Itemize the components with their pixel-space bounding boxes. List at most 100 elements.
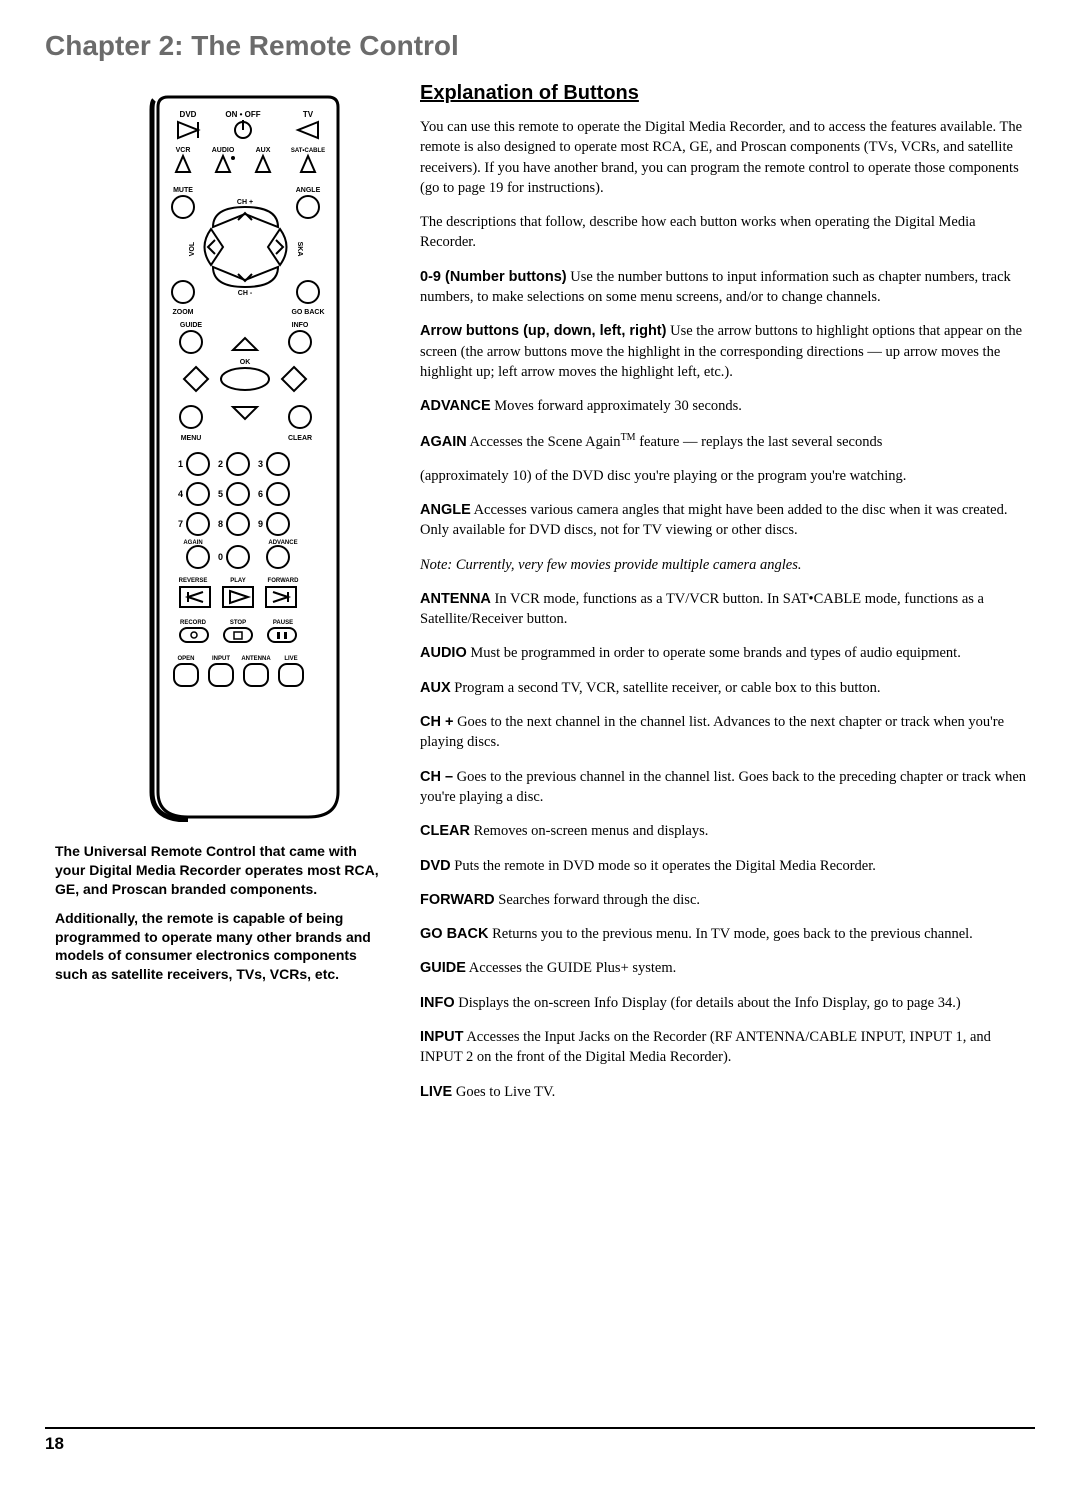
label-clear: CLEAR bbox=[287, 435, 311, 442]
def-again-1: AGAIN Accesses the Scene AgainTM feature… bbox=[420, 431, 1035, 452]
def-info: INFO Displays the on-screen Info Display… bbox=[420, 993, 1035, 1013]
chapter-title: Chapter 2: The Remote Control bbox=[45, 30, 1035, 62]
intro-para-2: The descriptions that follow, describe h… bbox=[420, 212, 1035, 253]
label-open: OPEN bbox=[177, 656, 194, 662]
label-advance: ADVANCE bbox=[268, 540, 297, 546]
term-advance: ADVANCE bbox=[420, 398, 491, 414]
term-forward: FORWARD bbox=[420, 892, 495, 908]
term-input: INPUT bbox=[420, 1029, 464, 1045]
term-audio: AUDIO bbox=[420, 645, 467, 661]
remote-caption: The Universal Remote Control that came w… bbox=[55, 842, 390, 984]
label-satcable: SAT•CABLE bbox=[290, 148, 324, 154]
text-live: Goes to Live TV. bbox=[452, 1084, 555, 1100]
label-play: PLAY bbox=[230, 578, 245, 584]
num-3: 3 bbox=[258, 459, 263, 469]
def-angle: ANGLE Accesses various camera angles tha… bbox=[420, 500, 1035, 541]
term-chminus: CH – bbox=[420, 769, 453, 785]
term-angle: ANGLE bbox=[420, 502, 471, 518]
def-clear: CLEAR Removes on-screen menus and displa… bbox=[420, 821, 1035, 841]
def-chminus: CH – Goes to the previous channel in the… bbox=[420, 767, 1035, 808]
label-tv: TV bbox=[302, 110, 313, 119]
label-mute: MUTE bbox=[173, 187, 193, 194]
remote-diagram: DVD ON • OFF TV VCR AUDIO AUX SAT•CABLE … bbox=[138, 92, 348, 822]
def-advance: ADVANCE Moves forward approximately 30 s… bbox=[420, 396, 1035, 416]
term-live: LIVE bbox=[420, 1084, 452, 1100]
angle-note: Note: Currently, very few movies provide… bbox=[420, 555, 1035, 575]
def-aux: AUX Program a second TV, VCR, satellite … bbox=[420, 678, 1035, 698]
label-record: RECORD bbox=[179, 620, 206, 626]
text-input: Accesses the Input Jacks on the Recorder… bbox=[420, 1029, 991, 1065]
text-advance: Moves forward approximately 30 seconds. bbox=[491, 398, 742, 414]
label-audio: AUDIO bbox=[211, 147, 234, 154]
num-6: 6 bbox=[258, 489, 263, 499]
def-live: LIVE Goes to Live TV. bbox=[420, 1082, 1035, 1102]
label-onoff: ON • OFF bbox=[225, 110, 260, 119]
num-2: 2 bbox=[218, 459, 223, 469]
text-clear: Removes on-screen menus and displays. bbox=[470, 823, 708, 839]
def-guide: GUIDE Accesses the GUIDE Plus+ system. bbox=[420, 958, 1035, 978]
def-dvd: DVD Puts the remote in DVD mode so it op… bbox=[420, 856, 1035, 876]
def-arrows: Arrow buttons (up, down, left, right) Us… bbox=[420, 321, 1035, 382]
text-chplus: Goes to the next channel in the channel … bbox=[420, 714, 1004, 750]
def-again-2: (approximately 10) of the DVD disc you'r… bbox=[420, 466, 1035, 486]
intro-para-1: You can use this remote to operate the D… bbox=[420, 117, 1035, 198]
text-guide: Accesses the GUIDE Plus+ system. bbox=[466, 960, 676, 976]
text-again-2: feature — replays the last several secon… bbox=[636, 433, 883, 449]
def-goback: GO BACK Returns you to the previous menu… bbox=[420, 924, 1035, 944]
page-number: 18 bbox=[45, 1434, 64, 1453]
term-antenna: ANTENNA bbox=[420, 591, 491, 607]
again-tm: TM bbox=[621, 432, 636, 443]
label-guide: GUIDE bbox=[179, 322, 202, 329]
label-info: INFO bbox=[291, 322, 308, 329]
num-0: 0 bbox=[218, 552, 223, 562]
label-pause: PAUSE bbox=[272, 620, 292, 626]
caption-para-2: Additionally, the remote is capable of b… bbox=[55, 909, 390, 985]
label-chplus: CH + bbox=[236, 199, 252, 206]
left-column: DVD ON • OFF TV VCR AUDIO AUX SAT•CABLE … bbox=[45, 82, 390, 1116]
text-audio: Must be programmed in order to operate s… bbox=[467, 645, 961, 661]
term-aux: AUX bbox=[420, 680, 451, 696]
label-live: LIVE bbox=[284, 656, 297, 662]
label-stop: STOP bbox=[229, 620, 245, 626]
num-5: 5 bbox=[218, 489, 223, 499]
label-again: AGAIN bbox=[183, 540, 202, 546]
label-ok: OK bbox=[239, 359, 250, 366]
num-8: 8 bbox=[218, 519, 223, 529]
term-numbers: 0-9 (Number buttons) bbox=[420, 269, 567, 285]
label-vol: VOL bbox=[189, 241, 196, 256]
term-guide: GUIDE bbox=[420, 960, 466, 976]
term-arrows: Arrow buttons (up, down, left, right) bbox=[420, 323, 666, 339]
term-dvd: DVD bbox=[420, 858, 451, 874]
label-ska: SKA bbox=[296, 242, 303, 257]
label-angle: ANGLE bbox=[295, 187, 320, 194]
def-antenna: ANTENNA In VCR mode, functions as a TV/V… bbox=[420, 589, 1035, 630]
label-zoom: ZOOM bbox=[172, 309, 193, 316]
def-input: INPUT Accesses the Input Jacks on the Re… bbox=[420, 1027, 1035, 1068]
label-vcr: VCR bbox=[175, 147, 190, 154]
label-dvd: DVD bbox=[179, 110, 196, 119]
label-reverse: REVERSE bbox=[178, 578, 207, 584]
text-chminus: Goes to the previous channel in the chan… bbox=[420, 769, 1026, 805]
label-antenna: ANTENNA bbox=[241, 656, 271, 662]
label-menu: MENU bbox=[180, 435, 201, 442]
term-clear: CLEAR bbox=[420, 823, 470, 839]
term-chplus: CH + bbox=[420, 714, 453, 730]
text-antenna: In VCR mode, functions as a TV/VCR butto… bbox=[420, 591, 984, 627]
num-7: 7 bbox=[178, 519, 183, 529]
footer: 18 bbox=[45, 1427, 1035, 1454]
term-info: INFO bbox=[420, 995, 455, 1011]
text-info: Displays the on-screen Info Display (for… bbox=[455, 995, 961, 1011]
section-title: Explanation of Buttons bbox=[420, 82, 1035, 105]
label-chminus: CH - bbox=[237, 290, 252, 297]
label-aux: AUX bbox=[255, 147, 270, 154]
text-dvd: Puts the remote in DVD mode so it operat… bbox=[451, 858, 876, 874]
label-forward: FORWARD bbox=[267, 578, 299, 584]
term-goback: GO BACK bbox=[420, 926, 488, 942]
def-numbers: 0-9 (Number buttons) Use the number butt… bbox=[420, 267, 1035, 308]
term-again: AGAIN bbox=[420, 433, 467, 449]
num-4: 4 bbox=[178, 489, 183, 499]
label-input: INPUT bbox=[212, 656, 230, 662]
text-aux: Program a second TV, VCR, satellite rece… bbox=[451, 680, 881, 696]
label-goback: GO BACK bbox=[291, 309, 324, 316]
def-audio: AUDIO Must be programmed in order to ope… bbox=[420, 643, 1035, 663]
